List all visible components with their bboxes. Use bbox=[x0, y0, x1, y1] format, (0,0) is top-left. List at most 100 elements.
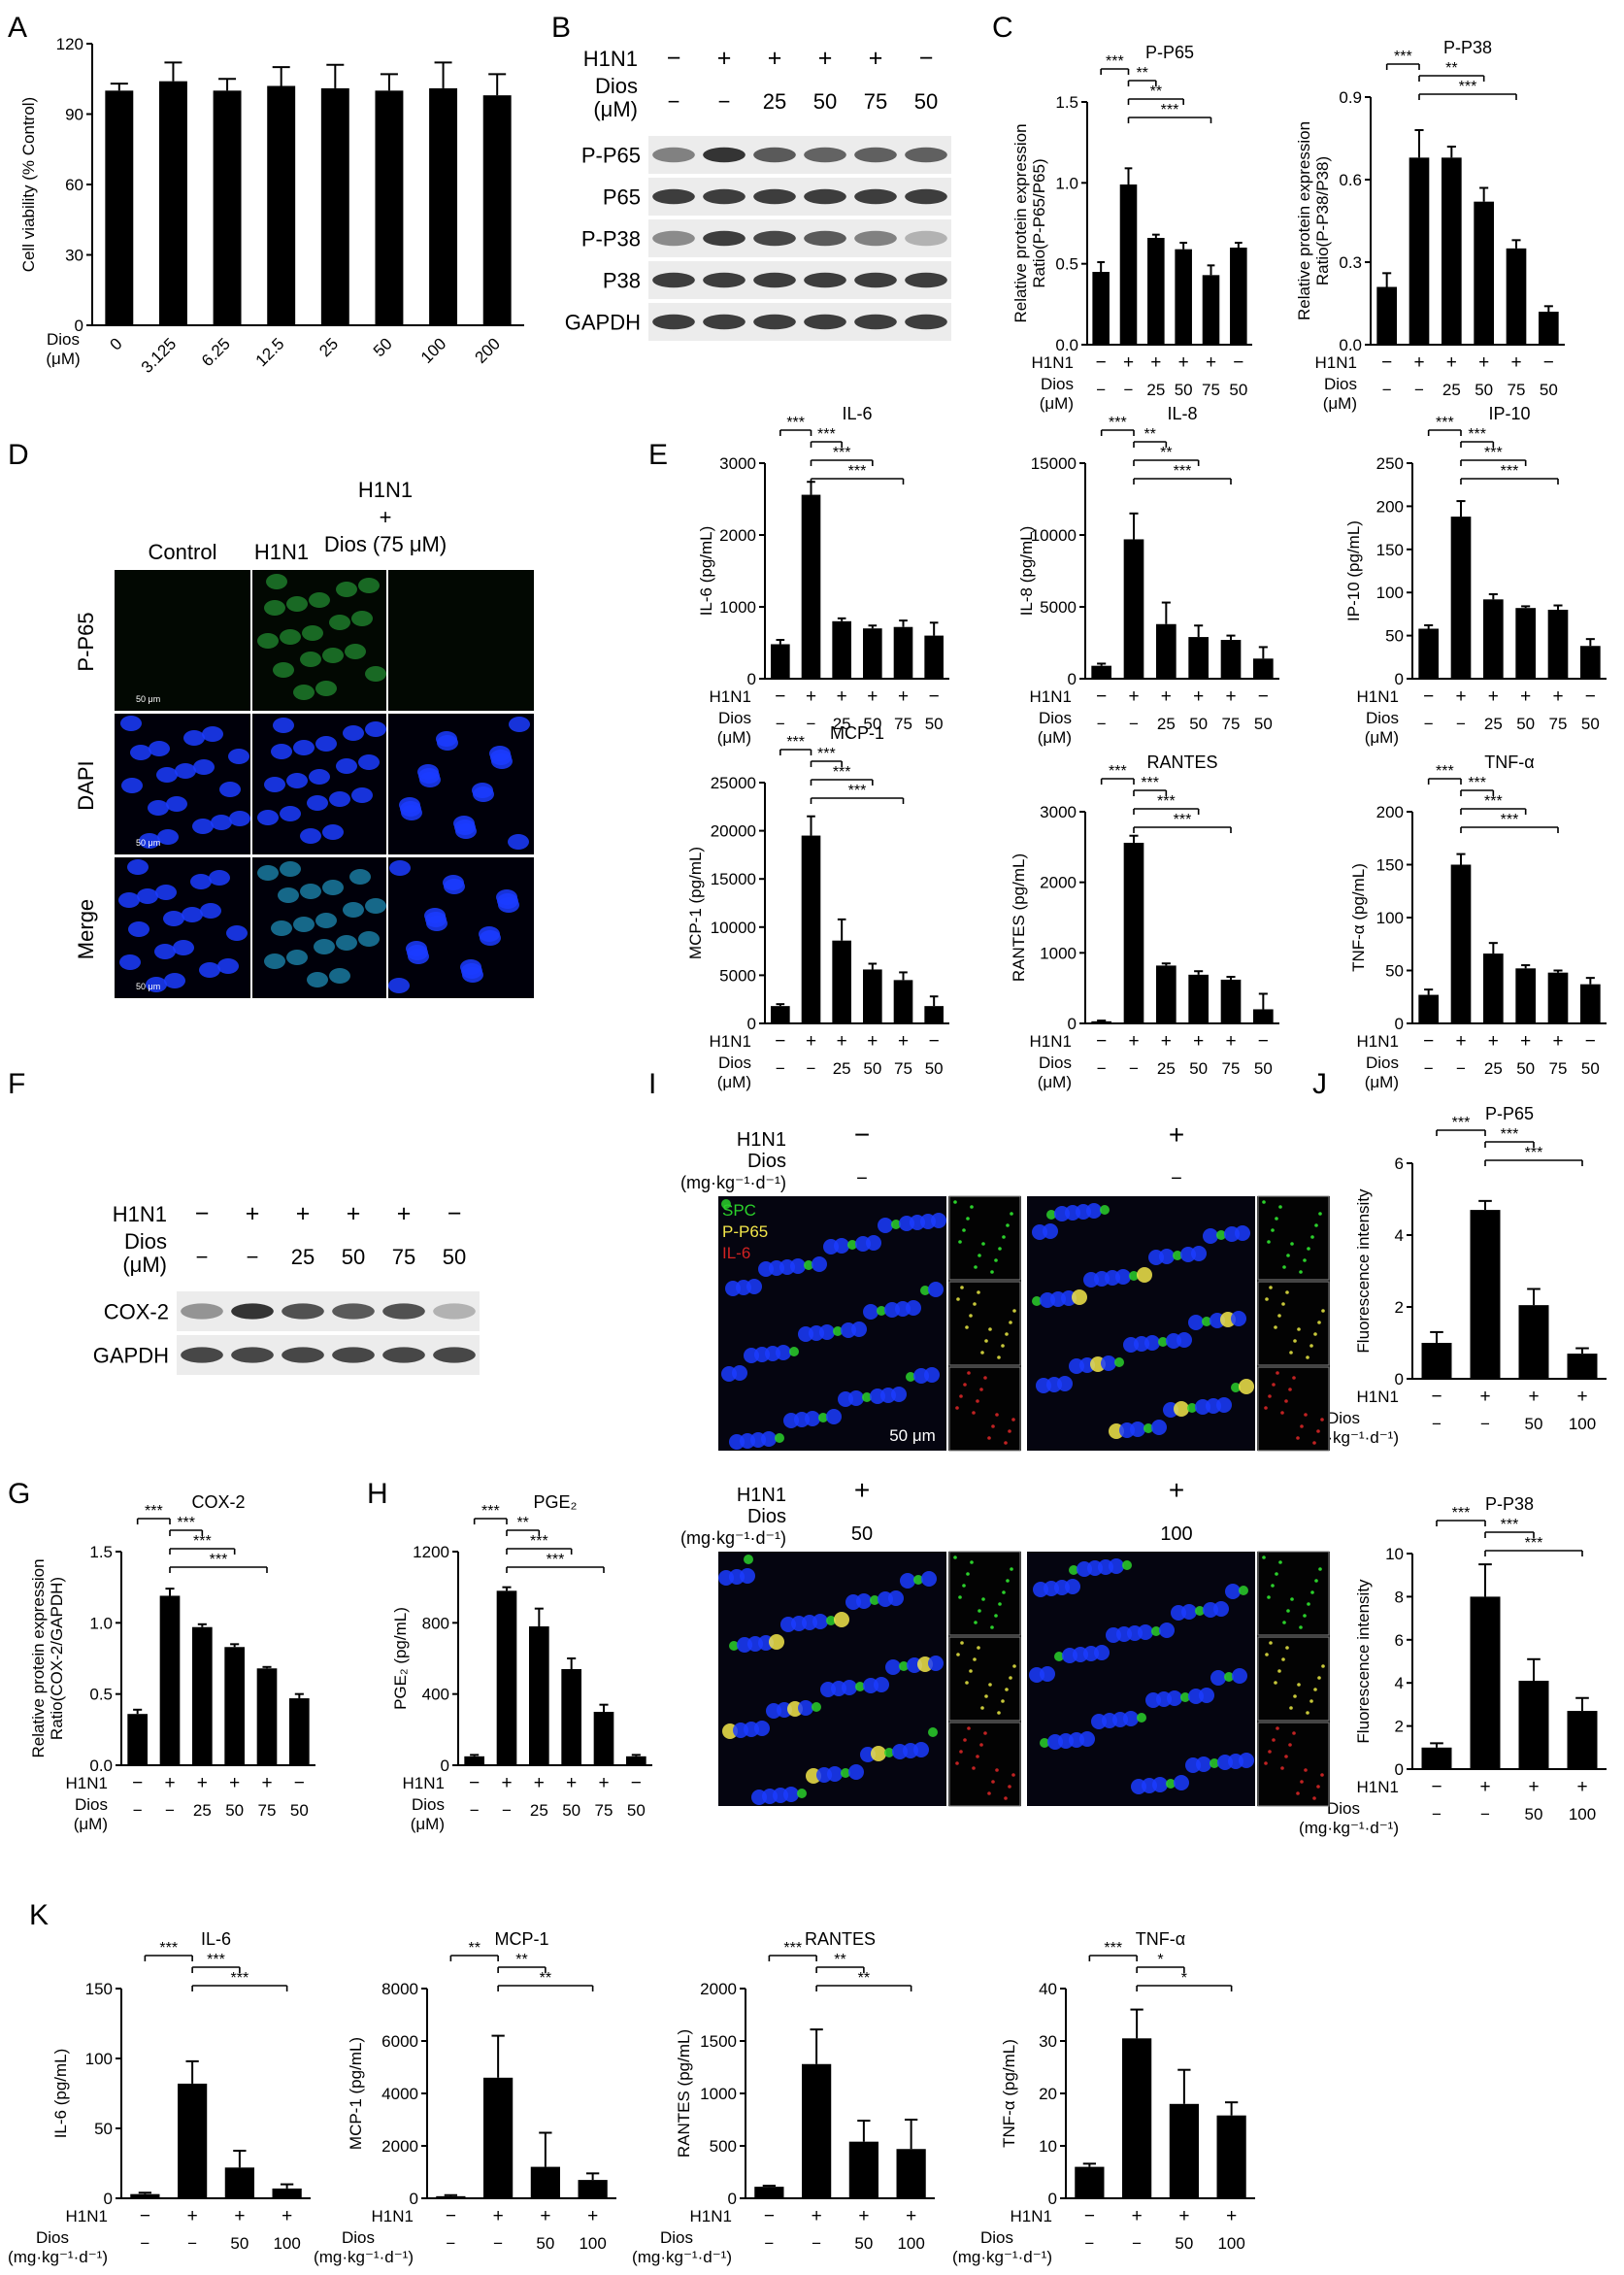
significance-label: *** bbox=[159, 1940, 178, 1957]
h1n1-sign: + bbox=[197, 1773, 208, 1793]
dios-dose: − bbox=[776, 1059, 785, 1078]
blot-band bbox=[181, 1303, 223, 1320]
chart-title: IL-6 bbox=[201, 1929, 231, 1949]
row-label-dios-unit: (μM) bbox=[717, 728, 751, 747]
dios-dose: − bbox=[718, 89, 731, 114]
y-tick-label: 400 bbox=[422, 1686, 449, 1704]
h1n1-sign: + bbox=[1413, 352, 1424, 373]
blot-band bbox=[753, 188, 796, 205]
h1n1-sign: − bbox=[140, 2206, 150, 2226]
chart-title: P-P38 bbox=[1443, 38, 1492, 57]
h1n1-sign: + bbox=[1488, 686, 1499, 707]
row-label-dios: Dios bbox=[747, 1506, 786, 1527]
cell-nucleus bbox=[358, 754, 380, 770]
bar bbox=[429, 87, 458, 326]
dios-dose: − bbox=[133, 1801, 143, 1820]
bar bbox=[289, 1698, 310, 1765]
y-tick-label: 0 bbox=[728, 2190, 737, 2208]
blot-label: GAPDH bbox=[565, 311, 641, 335]
cell-nucleus bbox=[472, 783, 493, 798]
cell-nucleus bbox=[219, 782, 241, 797]
y-axis-label: IL-6 (pg/mL) bbox=[697, 526, 715, 617]
bar bbox=[832, 940, 851, 1023]
cell-nucleus bbox=[286, 596, 308, 612]
dios-dose: 50 bbox=[342, 1245, 365, 1269]
bar bbox=[802, 2063, 832, 2198]
row-label-dios-unit: (μM) bbox=[1040, 394, 1074, 413]
h1n1-sign: + bbox=[1169, 1120, 1184, 1150]
cell-nucleus bbox=[496, 889, 517, 905]
channel-dot bbox=[1293, 1339, 1297, 1343]
bar bbox=[529, 1626, 549, 1765]
cell-nucleus bbox=[293, 917, 315, 932]
dios-dose: − bbox=[1480, 1805, 1490, 1823]
h1n1-sign: − bbox=[1258, 686, 1269, 707]
cell-nucleus bbox=[128, 921, 149, 937]
tissue-cell bbox=[1231, 1383, 1241, 1392]
channel-dot bbox=[1309, 1344, 1313, 1348]
y-tick-label: 0 bbox=[1395, 1370, 1404, 1388]
row-label-dios: Dios bbox=[747, 1151, 786, 1172]
h1n1-sign: + bbox=[187, 2206, 198, 2226]
dios-dose: − bbox=[1432, 1805, 1442, 1823]
dios-dose: 75 bbox=[1222, 715, 1241, 733]
cell-nucleus bbox=[139, 833, 160, 849]
significance-label: *** bbox=[1174, 463, 1192, 480]
h1n1-sign: + bbox=[234, 2206, 245, 2226]
tissue-cell bbox=[1129, 1271, 1139, 1281]
h1n1-sign: − bbox=[775, 686, 785, 707]
significance-label: ** bbox=[516, 1515, 528, 1531]
dios-dose: 25 bbox=[291, 1245, 315, 1269]
significance-label: ** bbox=[1150, 84, 1162, 100]
y-tick-label: 0.6 bbox=[1339, 171, 1362, 189]
dios-dose: − bbox=[1132, 2234, 1142, 2253]
tissue-cell bbox=[1054, 1652, 1064, 1661]
h1n1-sign: + bbox=[1520, 686, 1531, 707]
blot-band bbox=[854, 230, 897, 247]
channel-tile bbox=[948, 1551, 1021, 1636]
blot-label: P-P38 bbox=[581, 227, 641, 251]
tissue-cell bbox=[1144, 1335, 1160, 1351]
bar bbox=[256, 1668, 278, 1765]
blot-band bbox=[804, 272, 846, 288]
row-label-dios: Dios bbox=[718, 1054, 751, 1072]
h1n1-sign: + bbox=[1528, 1777, 1539, 1797]
dios-dose: − bbox=[1097, 715, 1107, 733]
dios-dose: − bbox=[446, 2234, 455, 2253]
tissue-cell bbox=[1138, 1624, 1153, 1640]
channel-dot bbox=[987, 1791, 991, 1795]
tissue-cell bbox=[798, 1700, 813, 1716]
bar bbox=[1376, 286, 1397, 345]
cell-nucleus bbox=[329, 791, 350, 807]
h1n1-sign: − bbox=[775, 1031, 785, 1052]
dios-dose: 100 bbox=[1160, 1523, 1192, 1545]
chart-J2: P-P38 0 2 4 6 8 10 Fluorescence intensity *** ***… bbox=[1299, 1494, 1607, 1837]
h1n1-sign: − bbox=[929, 1031, 940, 1052]
channel-dot bbox=[972, 1766, 976, 1770]
channel-dot bbox=[984, 1694, 988, 1698]
channel-dot bbox=[1264, 1761, 1268, 1765]
tissue-cell bbox=[1213, 1601, 1229, 1617]
row-label-dios: Dios bbox=[718, 709, 751, 727]
scale-bar-label: 50 μm bbox=[136, 982, 160, 991]
bar bbox=[893, 626, 913, 679]
tissue-cell bbox=[848, 1764, 864, 1780]
channel-dot bbox=[991, 1780, 995, 1784]
bar bbox=[1123, 842, 1144, 1023]
cell-nucleus bbox=[314, 939, 335, 954]
h1n1-sign: + bbox=[1455, 686, 1466, 707]
blot-band bbox=[231, 1303, 274, 1320]
h1n1-sign: + bbox=[818, 45, 833, 72]
h1n1-sign: + bbox=[768, 45, 782, 72]
dios-dose: − bbox=[1129, 715, 1139, 733]
h1n1-sign: − bbox=[1423, 686, 1434, 707]
bar bbox=[896, 2149, 926, 2198]
significance-label: *** bbox=[1452, 1115, 1471, 1131]
channel-dot bbox=[1312, 1796, 1316, 1800]
h1n1-sign: + bbox=[246, 1200, 260, 1227]
channel-dot bbox=[1006, 1579, 1010, 1583]
channel-dot bbox=[1320, 1773, 1324, 1777]
cell-nucleus bbox=[302, 625, 323, 641]
h1n1-sign: + bbox=[1123, 352, 1134, 373]
significance-label: * bbox=[1157, 1952, 1163, 1968]
